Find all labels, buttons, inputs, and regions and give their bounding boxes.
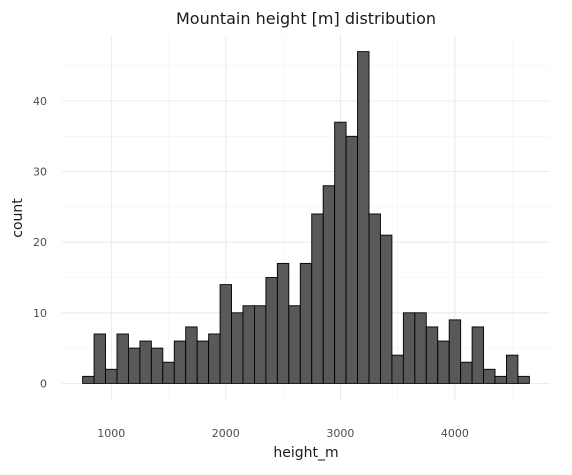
- histogram-bar: [116, 333, 129, 384]
- histogram-bar: [242, 305, 255, 384]
- histogram-bar: [196, 340, 210, 384]
- histogram-bar: [311, 213, 324, 384]
- histogram-bar: [368, 213, 381, 384]
- y-tick-labels: 0 10 20 30 40: [33, 95, 47, 390]
- x-tick-labels: 1000 2000 3000 4000: [97, 427, 469, 440]
- histogram-bar: [448, 319, 462, 384]
- histogram-bar: [93, 333, 106, 384]
- y-tick-label: 20: [33, 236, 47, 249]
- histogram-bar: [437, 340, 450, 384]
- x-tick-label: 4000: [441, 427, 469, 440]
- y-tick-label: 40: [33, 95, 47, 108]
- histogram-bar: [105, 368, 118, 384]
- histogram-bar: [357, 51, 370, 384]
- histogram-bar: [150, 347, 164, 384]
- histogram-bar: [345, 135, 358, 384]
- histogram-bar: [322, 185, 336, 384]
- histogram-bar: [380, 234, 393, 384]
- histogram-bar: [414, 312, 427, 384]
- histogram-bar: [334, 121, 347, 384]
- histogram-bar: [299, 262, 313, 384]
- histogram-bar: [425, 326, 439, 384]
- histogram-bar: [483, 368, 496, 384]
- histogram-bar: [506, 354, 519, 384]
- x-tick-label: 3000: [326, 427, 354, 440]
- histogram-bar: [162, 361, 175, 384]
- histogram-bar: [494, 375, 507, 384]
- histogram-bar: [460, 361, 473, 384]
- histogram-bar: [402, 312, 416, 384]
- x-tick-label: 1000: [97, 427, 125, 440]
- histogram-bar: [471, 326, 485, 384]
- histogram-bar: [391, 354, 404, 384]
- histogram-bar: [139, 340, 152, 384]
- histogram-bars: [82, 51, 530, 384]
- histogram-bar: [219, 284, 232, 384]
- x-axis-label: height_m: [273, 445, 338, 461]
- histogram-bar: [231, 312, 244, 384]
- y-tick-label: 30: [33, 166, 47, 179]
- histogram-bar: [82, 375, 95, 384]
- histogram-bar: [288, 305, 301, 384]
- histogram-bar: [208, 333, 221, 384]
- histogram-bar: [127, 347, 141, 384]
- chart-title: Mountain height [m] distribution: [176, 9, 436, 28]
- y-axis-label: count: [10, 198, 26, 238]
- y-tick-label: 10: [33, 307, 47, 320]
- histogram-bar: [265, 277, 278, 384]
- histogram-bar: [254, 305, 267, 384]
- histogram-bar: [517, 375, 530, 384]
- histogram-bar: [173, 340, 187, 384]
- histogram-bar: [276, 262, 290, 384]
- histogram-bar: [185, 326, 198, 384]
- x-tick-label: 2000: [212, 427, 240, 440]
- y-tick-label: 0: [40, 377, 47, 390]
